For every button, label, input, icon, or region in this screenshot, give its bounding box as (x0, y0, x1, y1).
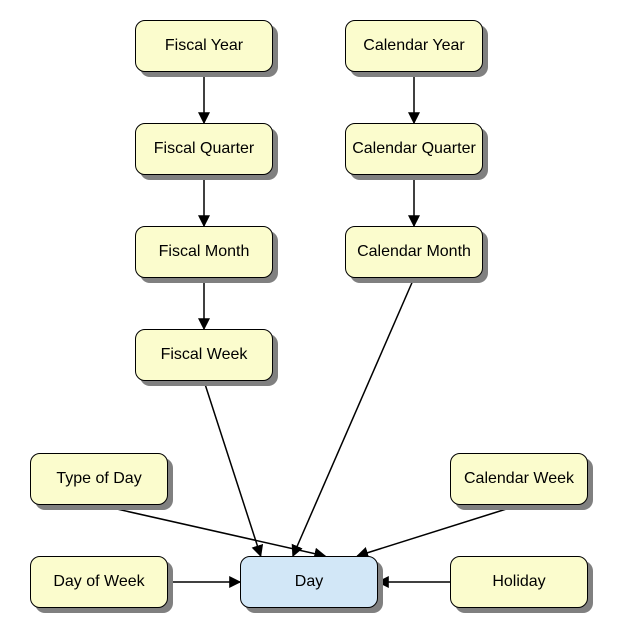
node-calendar-quarter: Calendar Quarter (345, 123, 483, 175)
node-fiscal-year: Fiscal Year (135, 20, 273, 72)
node-fiscal-quarter: Fiscal Quarter (135, 123, 273, 175)
node-calendar-year: Calendar Year (345, 20, 483, 72)
diagram-canvas: Fiscal Year Calendar Year Fiscal Quarter Ca… (0, 0, 632, 643)
edge-fiscal-week-to-day (204, 381, 261, 556)
node-type-of-day: Type of Day (30, 453, 168, 505)
node-day-of-week: Day of Week (30, 556, 168, 608)
node-fiscal-month: Fiscal Month (135, 226, 273, 278)
edges-layer (0, 0, 632, 643)
node-day: Day (240, 556, 378, 608)
edge-calendar-week-to-day (357, 505, 519, 556)
edge-calendar-month-to-day (293, 278, 414, 556)
node-holiday: Holiday (450, 556, 588, 608)
edge-type-of-day-to-day (99, 505, 325, 556)
node-fiscal-week: Fiscal Week (135, 329, 273, 381)
node-calendar-month: Calendar Month (345, 226, 483, 278)
node-calendar-week: Calendar Week (450, 453, 588, 505)
